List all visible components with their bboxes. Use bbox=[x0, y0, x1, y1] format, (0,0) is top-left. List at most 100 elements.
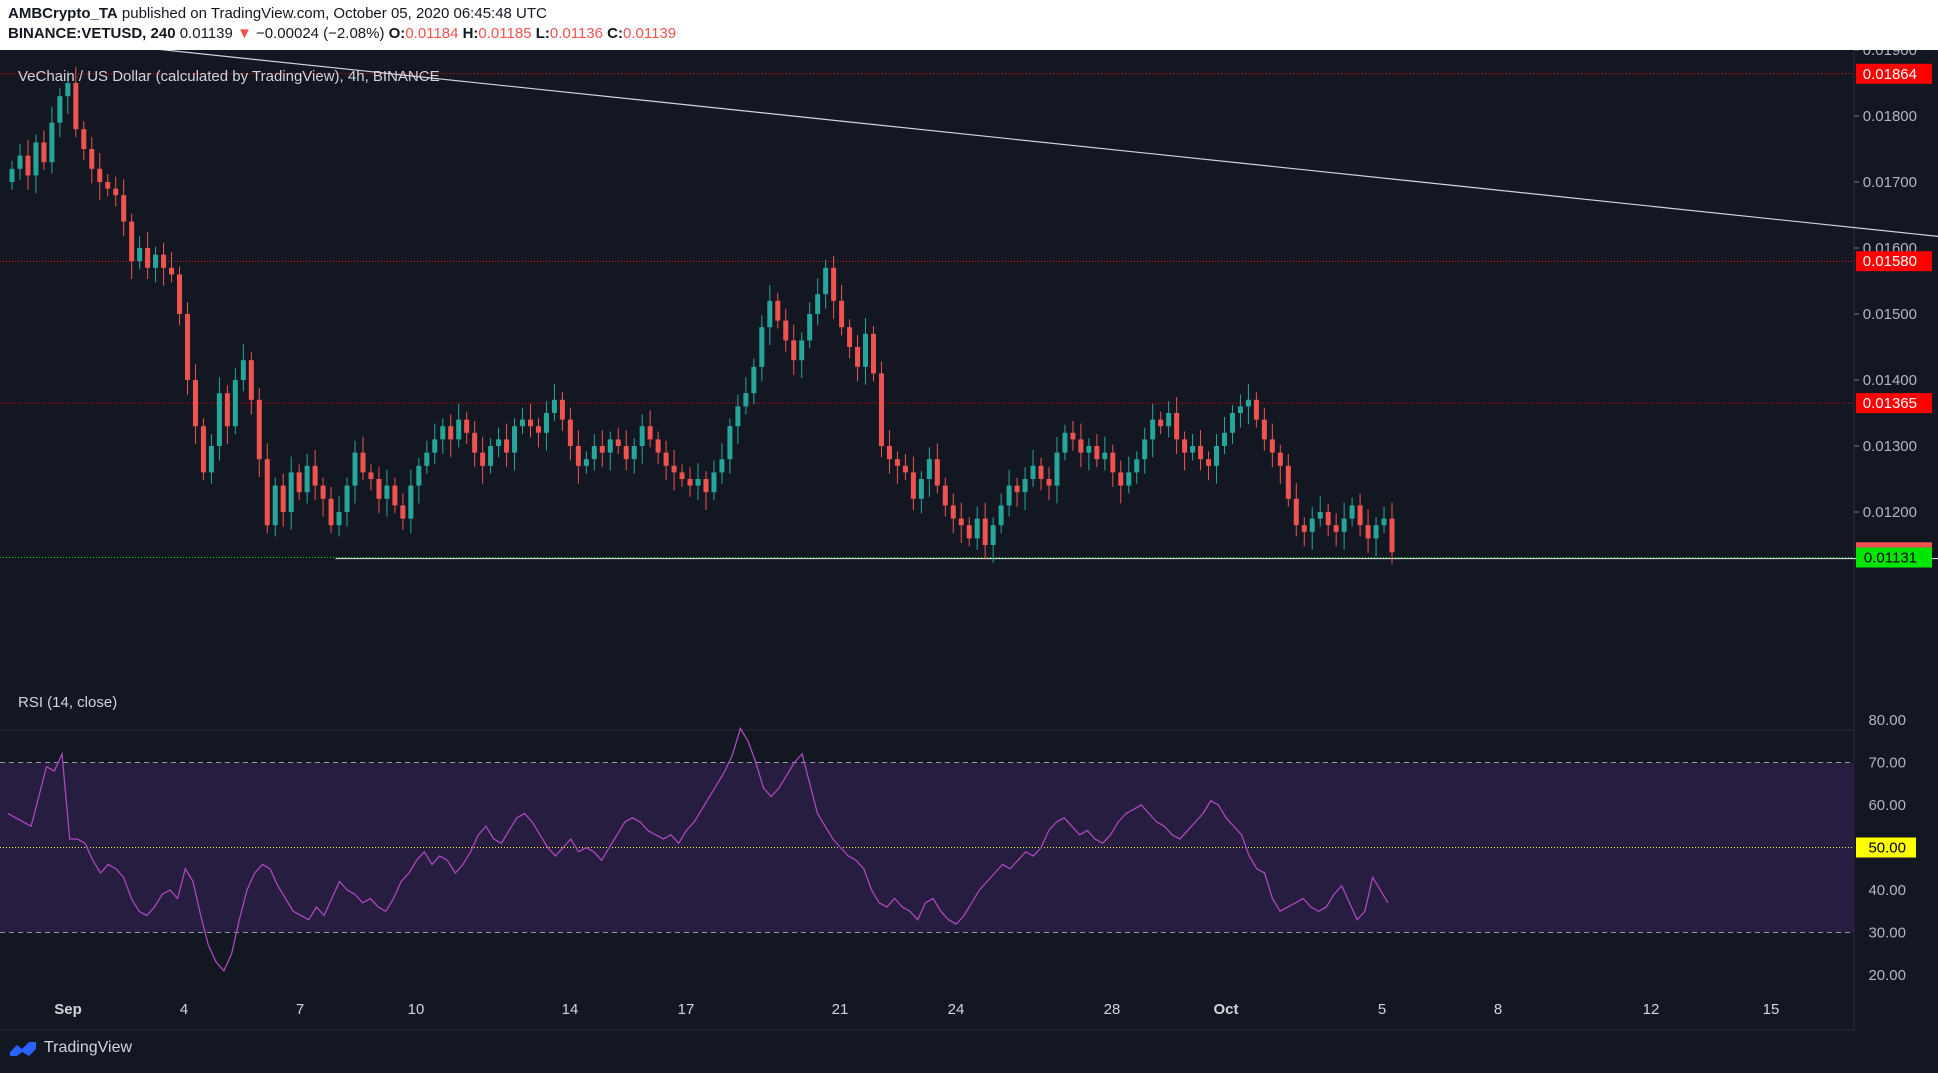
time-tick-label: 14 bbox=[562, 1001, 579, 1018]
candle-body bbox=[743, 393, 749, 407]
price-level-tag bbox=[1856, 393, 1932, 414]
candle-body bbox=[49, 122, 55, 163]
close-label: C: bbox=[607, 25, 623, 42]
candle-body bbox=[1333, 525, 1339, 532]
down-arrow-icon: ▼ bbox=[237, 25, 252, 42]
candle-body bbox=[1198, 446, 1204, 460]
candle-body bbox=[926, 459, 932, 479]
candle-body bbox=[488, 446, 494, 466]
candle-body bbox=[1174, 413, 1180, 440]
candle-body bbox=[759, 327, 765, 367]
candle-body bbox=[57, 96, 63, 123]
rsi-tick-label: 80.00 bbox=[1868, 712, 1906, 729]
candle-body bbox=[400, 505, 406, 519]
candle-body bbox=[1022, 479, 1028, 493]
candle-body bbox=[384, 485, 390, 499]
candle-body bbox=[177, 274, 183, 314]
candle-series bbox=[9, 67, 1395, 564]
chart-area[interactable]: 80.00 70.00 60.00 50.00 40.00 30.00 20.00 0.01… bbox=[0, 50, 1938, 1035]
time-tick-label: 10 bbox=[408, 1001, 425, 1018]
candle-body bbox=[200, 426, 206, 473]
candle-body bbox=[918, 479, 924, 499]
candle-body bbox=[1285, 465, 1291, 499]
candle-body bbox=[456, 419, 462, 440]
candle-body bbox=[1094, 446, 1100, 460]
time-tick-label: 28 bbox=[1104, 1001, 1121, 1018]
candle-body bbox=[1341, 518, 1347, 532]
candle-body bbox=[1126, 472, 1132, 486]
candle-body bbox=[1301, 525, 1307, 532]
candle-body bbox=[695, 479, 701, 486]
candle-body bbox=[208, 446, 214, 473]
candle-body bbox=[137, 248, 143, 262]
rsi-tick-label: 30.00 bbox=[1868, 925, 1906, 942]
candle-body bbox=[751, 366, 757, 394]
candle-body bbox=[1293, 498, 1299, 526]
price-tick-label: 0.01300 bbox=[1863, 438, 1917, 455]
candle-body bbox=[153, 254, 159, 268]
candle-body bbox=[440, 426, 446, 440]
time-tick-label: 4 bbox=[180, 1001, 188, 1018]
candle-body bbox=[1150, 419, 1156, 440]
rsi-line bbox=[7, 726, 1389, 972]
time-tick-label: 8 bbox=[1494, 1001, 1502, 1018]
tradingview-logo[interactable]: TradingView bbox=[8, 1038, 132, 1058]
candle-body bbox=[320, 485, 326, 499]
candle-body bbox=[719, 459, 725, 473]
candle-body bbox=[831, 267, 837, 301]
candle-body bbox=[512, 426, 518, 453]
candle-body bbox=[1317, 512, 1323, 519]
candle-body bbox=[360, 452, 366, 473]
price-tick-label: 0.01900 bbox=[1863, 50, 1917, 59]
open-label: O: bbox=[388, 25, 406, 42]
candle-body bbox=[671, 465, 677, 473]
candle-body bbox=[1030, 465, 1036, 479]
candle-body bbox=[1221, 432, 1227, 446]
candle-body bbox=[1277, 452, 1283, 466]
candle-body bbox=[647, 426, 653, 440]
candle-body bbox=[1070, 432, 1076, 440]
candle-body bbox=[974, 518, 980, 539]
rsi-tick-label: 20.00 bbox=[1868, 967, 1906, 984]
candle-body bbox=[934, 459, 940, 486]
candle-body bbox=[543, 413, 549, 433]
price-level-label: 0.01864 bbox=[1863, 66, 1917, 83]
candle-body bbox=[894, 459, 900, 466]
time-tick-label: 17 bbox=[678, 1001, 695, 1018]
candle-body bbox=[288, 472, 294, 512]
candle-body bbox=[368, 472, 374, 479]
rsi-tick-label: 60.00 bbox=[1868, 797, 1906, 814]
time-tick-label: 24 bbox=[948, 1001, 965, 1018]
candle-body bbox=[416, 465, 422, 486]
candle-body bbox=[615, 439, 621, 446]
candle-body bbox=[886, 446, 892, 460]
time-tick-label: 12 bbox=[1643, 1001, 1660, 1018]
candle-body bbox=[878, 373, 884, 446]
price-level-tag bbox=[1856, 547, 1932, 568]
candle-body bbox=[631, 446, 637, 460]
low-value: 0.01136 bbox=[549, 25, 603, 42]
price-level-label: 0.01580 bbox=[1863, 253, 1917, 270]
candle-body bbox=[81, 129, 87, 149]
candle-body bbox=[336, 512, 342, 526]
price-tick-label: 0.01800 bbox=[1863, 108, 1917, 125]
publisher-name[interactable]: AMBCrypto_TA bbox=[8, 5, 118, 22]
candle-body bbox=[1142, 439, 1148, 460]
candle-body bbox=[448, 426, 454, 440]
rsi-tick-label: 40.00 bbox=[1868, 882, 1906, 899]
axes: 0.019000.018000.017000.016000.015000.014… bbox=[54, 50, 1932, 1018]
candle-body bbox=[105, 182, 111, 189]
candle-body bbox=[376, 479, 382, 499]
candle-body bbox=[256, 399, 262, 460]
time-tick-label: 7 bbox=[296, 1001, 304, 1018]
candle-body bbox=[472, 432, 478, 453]
candle-body bbox=[304, 465, 310, 493]
candle-body bbox=[1269, 439, 1275, 453]
candle-body bbox=[9, 168, 15, 182]
candle-body bbox=[687, 479, 693, 486]
candle-body bbox=[791, 340, 797, 361]
candle-body bbox=[1046, 479, 1052, 486]
candle-body bbox=[1190, 446, 1196, 453]
candle-body bbox=[1166, 413, 1172, 427]
candle-body bbox=[1349, 505, 1355, 519]
